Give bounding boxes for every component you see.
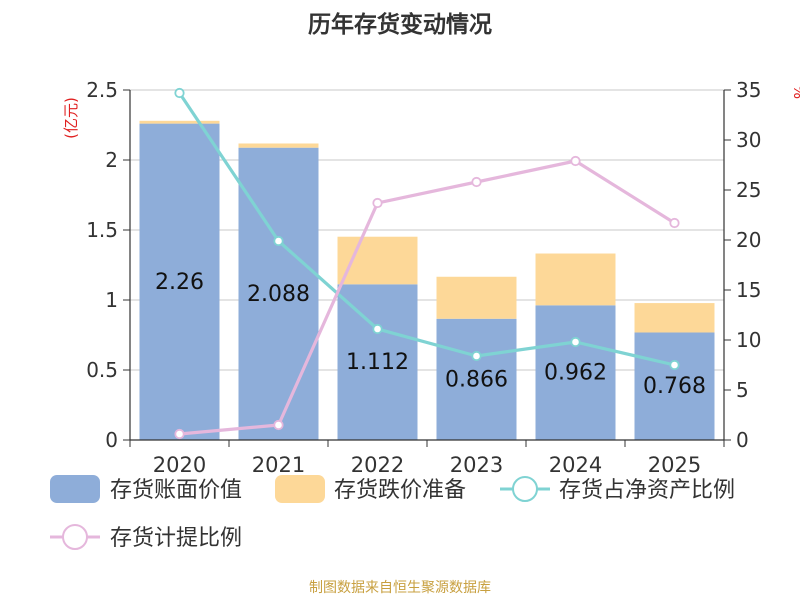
left-tick-label: 2 [105, 148, 118, 172]
point-ratio-net-assets-2021 [273, 235, 284, 247]
point-provision-ratio-2020 [174, 428, 185, 440]
legend-marker-provision-ratio [62, 524, 88, 550]
labels-layer: 2.26 2.088 1.112 0.866 0.962 0.768 [155, 270, 706, 399]
x-tick-label: 2024 [549, 453, 602, 477]
right-tick-label: 0 [736, 428, 749, 452]
chart-title: 历年存货变动情况 [308, 11, 492, 38]
source-note: 制图数据来自恒生聚源数据库 [309, 580, 491, 596]
left-tick-label: 1.5 [86, 218, 118, 242]
x-tick-label: 2022 [351, 453, 404, 477]
point-ratio-net-assets-2024 [570, 336, 581, 348]
point-provision-ratio-2023 [471, 176, 482, 188]
lines-layer [174, 87, 680, 440]
right-tick-label: 35 [736, 78, 761, 102]
point-ratio-net-assets-2023 [471, 350, 482, 362]
x-tick-label: 2020 [153, 453, 206, 477]
grid-layer [130, 89, 724, 371]
point-provision-ratio-2024 [570, 155, 581, 167]
x-tick-label: 2023 [450, 453, 503, 477]
legend-swatch-book-value [50, 475, 100, 503]
bar-provision-2022 [337, 236, 418, 285]
bar-book-value-2020 [139, 123, 220, 440]
bar-book-value-2021 [238, 147, 319, 440]
left-tick-label: 2.5 [86, 78, 118, 102]
left-tick-label: 0.5 [86, 358, 118, 382]
bar-provision-2025 [634, 303, 715, 333]
legend-label-book-value: 存货账面价值 [110, 478, 242, 503]
point-provision-ratio-2022 [372, 197, 383, 209]
left-axis-unit: (亿元) [62, 97, 80, 139]
legend-marker-ratio-net-assets [512, 476, 538, 502]
x-tick-label: 2021 [252, 453, 305, 477]
right-tick-label: 25 [736, 178, 761, 202]
point-ratio-net-assets-2022 [372, 323, 383, 335]
legend-label-ratio-net-assets: 存货占净资产比例 [559, 478, 735, 503]
data-label-2024: 0.962 [544, 361, 607, 386]
right-tick-label: 5 [736, 378, 749, 402]
bar-provision-2023 [436, 276, 517, 319]
bar-book-value-2023 [436, 318, 517, 440]
data-label-2020: 2.26 [155, 270, 204, 295]
right-axis-unit: % [790, 85, 800, 99]
data-label-2022: 1.112 [346, 350, 409, 375]
point-ratio-net-assets-2020 [174, 87, 185, 99]
line-ratio-net-assets [178, 92, 675, 367]
point-provision-ratio-2025 [669, 217, 680, 229]
legend-label-provision: 存货跌价准备 [334, 478, 466, 503]
data-label-2021: 2.088 [247, 282, 310, 307]
left-tick-label: 1 [105, 288, 118, 312]
bar-book-value-2022 [337, 284, 418, 440]
bars-layer [139, 120, 715, 440]
point-provision-ratio-2021 [273, 419, 284, 431]
bar-provision-2020 [139, 120, 220, 124]
data-label-2023: 0.866 [445, 367, 508, 392]
data-label-2025: 0.768 [643, 374, 706, 399]
bar-book-value-2024 [535, 305, 616, 440]
bar-provision-2024 [535, 253, 616, 306]
bar-provision-2021 [238, 143, 319, 148]
line-provision-ratio [179, 159, 676, 436]
right-tick-label: 20 [736, 228, 761, 252]
right-tick-label: 30 [736, 128, 761, 152]
right-tick-label: 15 [736, 278, 761, 302]
legend-swatch-provision [275, 475, 325, 503]
bar-book-value-2025 [634, 332, 715, 440]
right-tick-label: 10 [736, 328, 761, 352]
x-tick-label: 2025 [648, 453, 701, 477]
legend-label-provision-ratio: 存货计提比例 [110, 526, 242, 551]
left-tick-label: 0 [105, 428, 118, 452]
point-ratio-net-assets-2025 [669, 359, 680, 371]
